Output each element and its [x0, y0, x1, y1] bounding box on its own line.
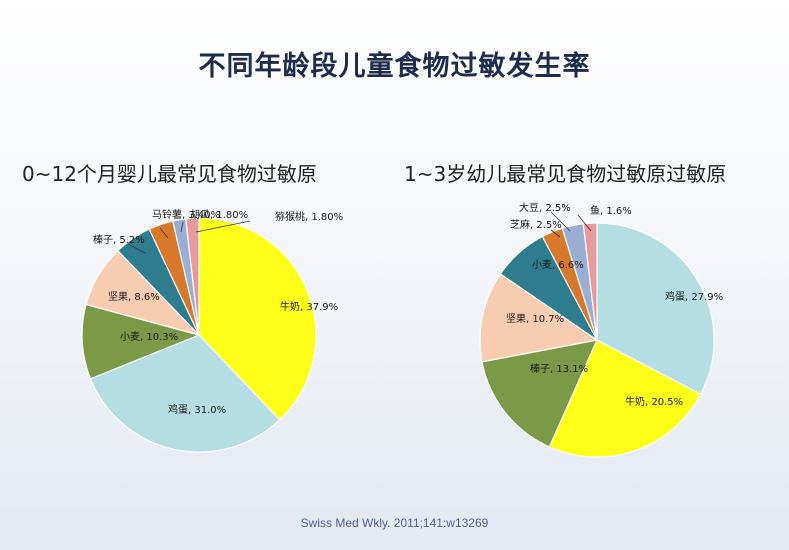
pie1-label-7: 猕猴桃, 1.80% [275, 210, 343, 223]
pie2-label-4: 小麦, 6.6% [532, 259, 584, 271]
pie2-slice-0 [596, 222, 715, 396]
pie2-label-3: 坚果, 10.7% [506, 313, 564, 325]
right-chart-title: 1~3岁幼儿最常见食物过敏原过敏原 [404, 162, 727, 186]
pie1-label-6: 胡瓜, 1.80% [190, 208, 248, 221]
left-chart-title: 0~12个月婴儿最常见食物过敏原 [22, 162, 317, 186]
source-citation: Swiss Med Wkly. 2011;141:w13269 [300, 516, 489, 530]
pie2-leader-7 [577, 214, 592, 232]
pie1-label-4: 榛子, 5.2% [93, 233, 145, 246]
pie2-label-1: 牛奶, 20.5% [625, 395, 683, 408]
page-title: 不同年龄段儿童食物过敏发生率 [198, 51, 591, 82]
pie1-slice-2 [81, 303, 201, 380]
pie2-label-2: 榛子, 13.1% [530, 362, 588, 375]
pie2-slice-7 [582, 222, 598, 341]
pie1-leader-6 [180, 221, 184, 233]
pie2-leader-6 [550, 211, 571, 232]
pie1-label-2: 小麦, 10.3% [120, 331, 178, 343]
pie2-label-5: 芝麻, 2.5% [510, 218, 562, 231]
pie2-label-6: 大豆, 2.5% [519, 201, 571, 214]
pie1-leader-7 [195, 220, 251, 233]
pie2-label-0: 鸡蛋, 27.9% [665, 290, 723, 303]
pie2-leader-5 [550, 229, 561, 238]
pie2-label-7: 鱼, 1.6% [590, 204, 632, 217]
pie1-slice-1 [89, 334, 281, 453]
pie2-slice-3 [479, 273, 599, 363]
pie1-leader-4 [127, 243, 146, 254]
pie1-leader-5 [159, 227, 169, 239]
pie2-slice-1 [548, 339, 702, 458]
pie1-label-1: 鸡蛋, 31.0% [168, 403, 226, 416]
pie1-label-0: 牛奶, 37.9% [280, 300, 338, 313]
pie1-label-3: 坚果, 8.6% [108, 291, 160, 303]
pie1-slice-7 [185, 217, 200, 336]
pie1-slice-0 [198, 217, 317, 421]
pie1-label-5: 马铃薯, 3.40% [152, 208, 220, 221]
pie2-slice-2 [481, 339, 599, 448]
